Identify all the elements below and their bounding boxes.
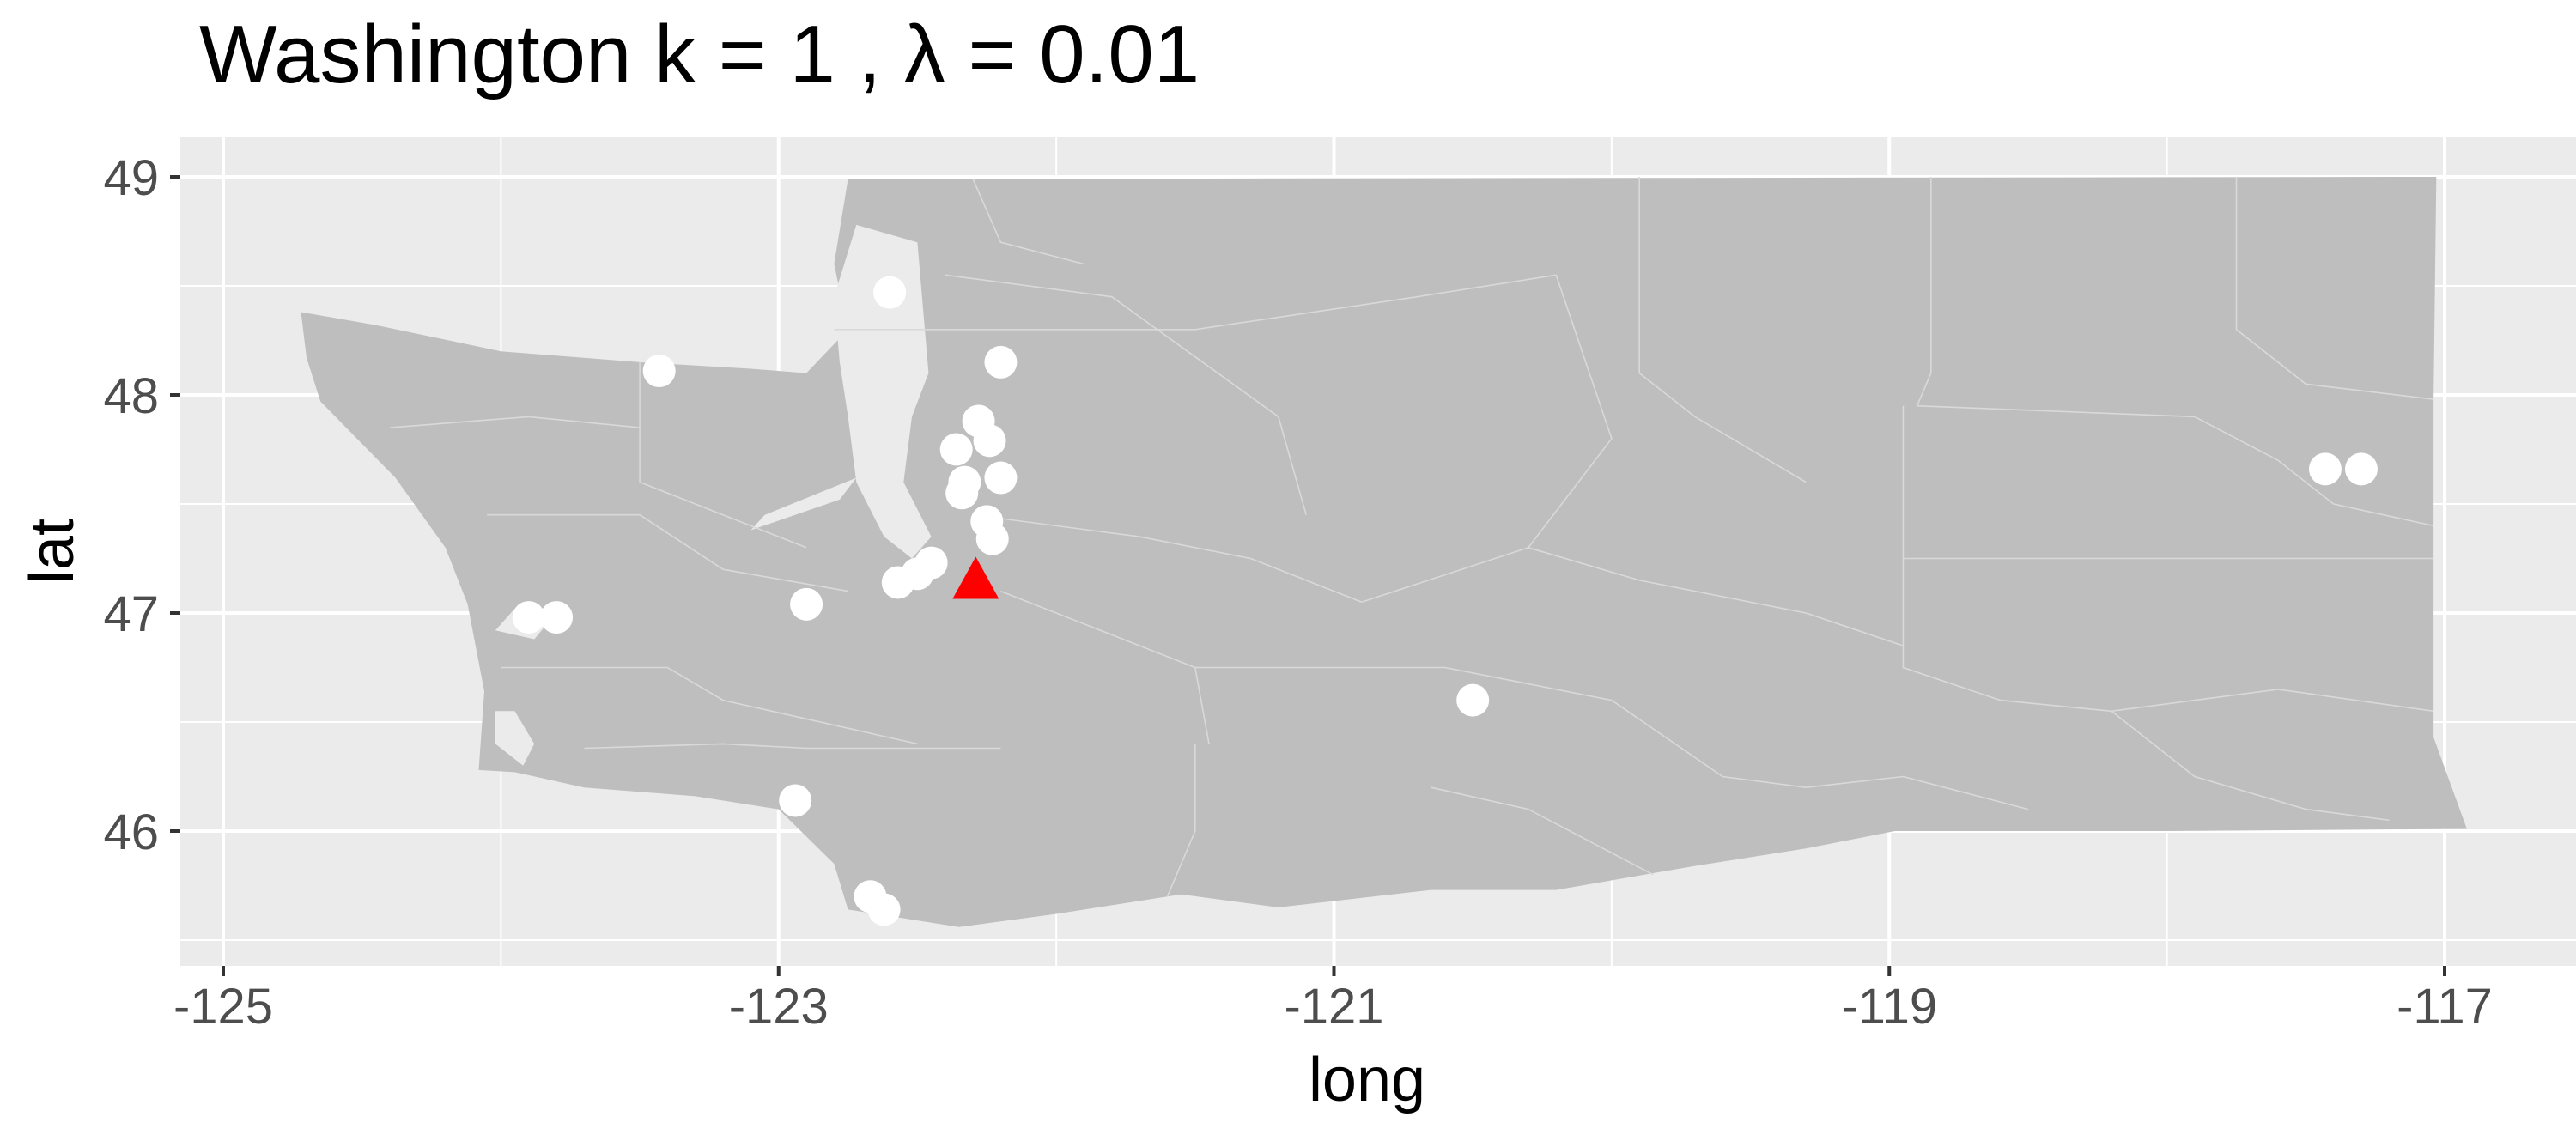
boundary-line — [972, 179, 1084, 265]
data-point — [790, 587, 823, 621]
plot-panel — [180, 137, 2576, 966]
boundary-line — [1528, 547, 1904, 646]
highlight-triangle — [952, 556, 999, 599]
data-point — [973, 424, 1006, 458]
data-point — [984, 461, 1018, 495]
data-point — [779, 784, 812, 817]
data-point — [512, 601, 545, 634]
y-tick-label: 49 — [103, 150, 159, 206]
axis-ticks: -125 -123 -121 -119 -117 46 47 48 49 — [103, 150, 2492, 1035]
boundary-line — [1722, 775, 2029, 810]
x-tick-label: -125 — [173, 979, 273, 1035]
boundary-line — [1000, 590, 1210, 744]
data-point — [540, 601, 574, 634]
boundary-line — [639, 361, 807, 549]
boundary-line — [1431, 786, 1654, 876]
y-tick-label: 47 — [103, 586, 159, 642]
boundary-line — [584, 743, 1001, 750]
y-axis-title: lat — [18, 519, 87, 584]
boundary-line — [1916, 177, 2196, 418]
data-points — [512, 276, 2378, 926]
x-tick-label: -119 — [1841, 979, 1937, 1035]
boundary-line — [2111, 710, 2390, 822]
boundary-line — [1902, 405, 2434, 560]
data-point — [2344, 452, 2378, 486]
data-point — [2308, 452, 2342, 486]
highlight-layer — [952, 556, 999, 599]
water-bodies — [495, 224, 932, 766]
data-point — [881, 566, 914, 599]
boundary-line — [1361, 275, 1613, 604]
y-tick-label: 46 — [103, 804, 159, 860]
boundary-line — [2194, 416, 2434, 527]
washington-land — [301, 177, 2467, 927]
boundary-line — [501, 666, 918, 745]
x-tick-label: -117 — [2397, 979, 2493, 1035]
chart-title: Washington k = 1 , λ = 0.01 — [199, 9, 1200, 100]
y-tick-label: 48 — [103, 368, 159, 424]
boundary-line — [389, 416, 641, 428]
data-point — [945, 476, 979, 510]
boundary-line — [1902, 558, 2111, 713]
data-point — [1456, 683, 1490, 717]
boundary-line — [2111, 689, 2434, 713]
data-point — [975, 522, 1009, 555]
boundary-line — [2235, 177, 2434, 400]
boundary-line — [1638, 177, 1807, 483]
boundary-line — [1194, 666, 1723, 778]
boundary-line — [487, 513, 848, 592]
data-point — [867, 893, 901, 926]
data-point — [642, 355, 676, 388]
x-tick-label: -121 — [1284, 979, 1383, 1035]
boundary-line — [945, 274, 1307, 515]
data-point — [873, 276, 907, 309]
data-point — [984, 345, 1018, 379]
water-body — [750, 477, 857, 531]
boundary-line — [834, 274, 1557, 331]
x-tick-label: -123 — [729, 979, 829, 1035]
data-point — [939, 433, 973, 466]
boundary-line — [1166, 744, 1196, 897]
boundary-line — [972, 513, 1363, 604]
water-body — [834, 224, 932, 559]
water-body — [495, 711, 535, 766]
county-tract-boundaries — [389, 177, 2434, 897]
x-axis-title: long — [1309, 1046, 1425, 1114]
